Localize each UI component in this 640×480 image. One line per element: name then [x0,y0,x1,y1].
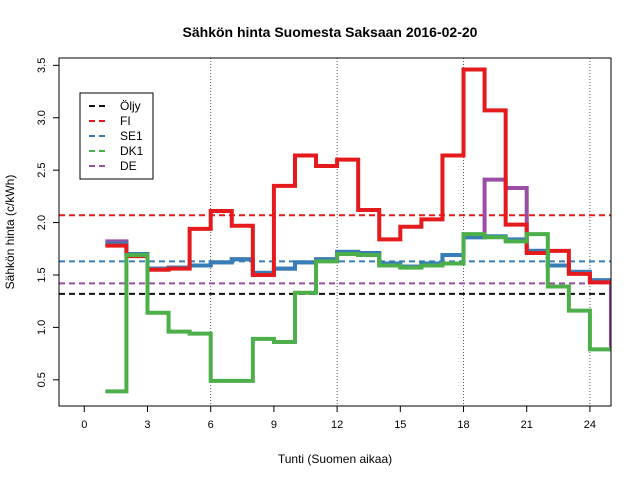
y-tick-label-2: 1.5 [36,267,48,282]
y-tick-label-3: 2.0 [36,215,48,230]
y-tick-label-6: 3.5 [36,58,48,73]
y-axis-label: Sähkön hinta (c/kWh) [3,175,17,290]
chart-title: Sähkön hinta Suomesta Saksaan 2016-02-20 [183,24,478,40]
y-tick-label-0: 0.5 [36,372,48,387]
x-tick-label-0: 0 [81,419,87,431]
x-tick-label-15: 15 [394,419,406,431]
y-axis: 0.5 1.0 1.5 2.0 2.5 3.0 3.5 [36,58,59,387]
series-fi-line [105,67,611,285]
series-dk1-line [105,232,611,394]
x-tick-label-9: 9 [271,419,277,431]
y-tick-label-1: 1.0 [36,320,48,335]
plot-frame [58,57,612,407]
x-tick-label-3: 3 [144,419,150,431]
x-tick-label-18: 18 [457,419,469,431]
x-tick-label-21: 21 [521,419,533,431]
x-axis: 0 3 6 9 12 15 18 21 24 [81,406,596,431]
y-tick-label-4: 2.5 [36,163,48,178]
legend-label-fi: FI [120,114,131,128]
legend-label-se1: SE1 [120,129,143,143]
plot-area [59,58,611,406]
x-tick-label-24: 24 [584,419,596,431]
legend-label-ljy: Öljy [120,99,141,113]
x-axis-label: Tunti (Suomen aikaa) [278,452,392,466]
y-tick-label-5: 3.0 [36,110,48,125]
x-tick-label-6: 6 [208,419,214,431]
legend-label-dk1: DK1 [120,144,144,158]
legend-label-de: DE [120,159,137,173]
x-tick-label-12: 12 [331,419,343,431]
series-se1-line [105,234,611,283]
